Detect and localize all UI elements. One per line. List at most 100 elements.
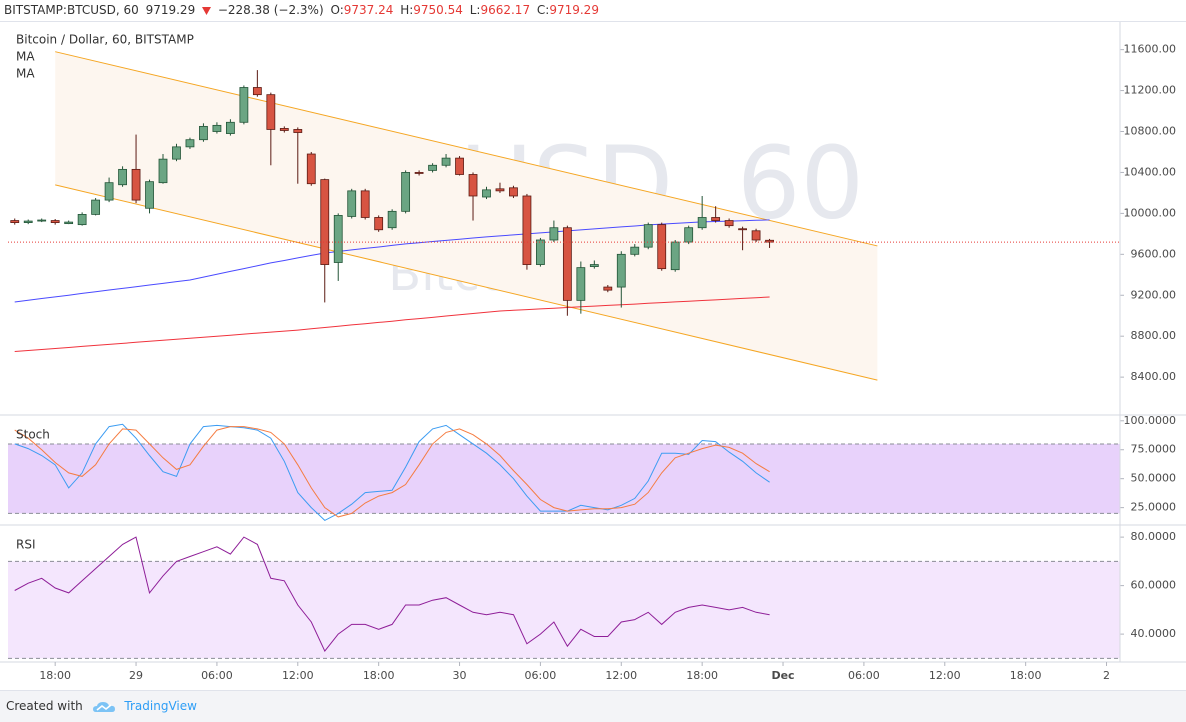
x-tick-label: 18:00 xyxy=(39,669,71,682)
candle-body xyxy=(509,187,518,197)
y-tick-label: 60.0000 xyxy=(1131,579,1177,592)
channel-line xyxy=(55,184,878,381)
ohlc-value: 9750.54 xyxy=(413,3,463,17)
logo xyxy=(92,701,115,712)
candle-body xyxy=(252,87,262,96)
candle-body xyxy=(711,217,721,221)
candle-body xyxy=(23,220,33,223)
candle-body xyxy=(91,199,101,215)
candle-body xyxy=(697,217,707,229)
x-tick-label: 06:00 xyxy=(525,669,557,682)
ohlc-label: O: xyxy=(330,3,344,17)
y-tick-label: 9600.00 xyxy=(1131,247,1177,260)
y-tick-label: 75.0000 xyxy=(1131,443,1177,456)
candle-body xyxy=(10,220,20,223)
candle-body xyxy=(306,153,316,185)
candle-body xyxy=(347,190,357,217)
x-tick-label: 30 xyxy=(453,669,467,682)
indicator-title: Stoch xyxy=(16,428,50,442)
y-tick-label: 11600.00 xyxy=(1124,43,1177,56)
candle-body xyxy=(239,87,249,123)
candle-body xyxy=(199,125,208,141)
candle-body xyxy=(684,227,694,243)
candle-body xyxy=(64,221,74,225)
candle-body xyxy=(751,230,761,241)
x-tick-label: 12:00 xyxy=(282,669,314,682)
x-tick-label: 12:00 xyxy=(605,669,637,682)
candle-body xyxy=(495,188,505,192)
x-tick-label: 12:00 xyxy=(929,669,961,682)
down-arrow xyxy=(202,6,212,15)
candle-body xyxy=(765,239,774,243)
candle-body xyxy=(738,228,747,231)
indicator-title: RSI xyxy=(16,538,36,552)
indicator-line xyxy=(14,423,770,522)
candle-body xyxy=(562,227,572,301)
x-tick-label: 18:00 xyxy=(363,669,395,682)
candle-body xyxy=(630,246,640,255)
candle-body xyxy=(414,172,424,174)
candle-body xyxy=(468,174,478,197)
candle-body xyxy=(118,168,127,186)
band-fill xyxy=(8,561,1120,659)
ohlc-value: 9737.24 xyxy=(343,3,394,17)
ohlc-label: C: xyxy=(536,3,550,17)
indicator-line xyxy=(14,536,770,653)
candle-body xyxy=(50,220,60,223)
y-tick-label: 10800.00 xyxy=(1124,125,1177,138)
candle-body xyxy=(441,157,451,166)
price-change: −228.38 (−2.3%) xyxy=(217,3,324,17)
legend-title: Bitcoin / Dollar, 60, BITSTAMP xyxy=(16,33,194,47)
candle-body xyxy=(320,179,330,265)
indicator-line xyxy=(14,426,770,518)
candle-body xyxy=(670,241,680,271)
candle-body xyxy=(279,128,289,131)
y-tick-label: 80.0000 xyxy=(1131,530,1177,543)
y-tick-label: 10000.00 xyxy=(1124,206,1177,219)
footer: Created with TradingView xyxy=(0,690,1186,722)
candle-body xyxy=(589,264,599,268)
candle-body xyxy=(401,172,411,212)
x-tick-label: 2 xyxy=(1103,669,1110,682)
y-tick-label: 50.0000 xyxy=(1131,472,1177,485)
ohlc-label: L: xyxy=(469,3,481,17)
legend-entry: MA xyxy=(16,67,35,81)
channel-fill xyxy=(55,51,878,381)
channel-line xyxy=(55,51,878,247)
legend-entry: MA xyxy=(16,50,35,64)
last-price: 9719.29 xyxy=(145,3,196,17)
candle-body xyxy=(536,239,545,265)
x-tick-label: Dec xyxy=(771,669,794,682)
y-tick-label: 9200.00 xyxy=(1131,288,1177,301)
brand[interactable]: TradingView xyxy=(124,699,197,713)
candle-body xyxy=(657,224,667,270)
x-tick-label: 18:00 xyxy=(686,669,718,682)
candle-body xyxy=(266,94,276,130)
candle-body xyxy=(131,168,141,201)
y-tick-label: 40.0000 xyxy=(1131,627,1177,640)
x-tick-label: 06:00 xyxy=(848,669,880,682)
candle-body xyxy=(212,124,222,132)
x-tick-label: 06:00 xyxy=(201,669,233,682)
candle-body xyxy=(104,182,114,201)
y-tick-label: 11200.00 xyxy=(1124,84,1177,97)
candle-body xyxy=(724,220,734,227)
candle-body xyxy=(603,286,613,291)
moving-average xyxy=(14,219,770,303)
y-tick-label: 8800.00 xyxy=(1131,329,1177,342)
y-tick-label: 10400.00 xyxy=(1124,165,1177,178)
moving-average xyxy=(14,296,770,352)
ohlc-value: 9662.17 xyxy=(480,3,531,17)
band-fill xyxy=(8,443,1120,514)
candle-body xyxy=(185,139,195,148)
symbol-header: BITSTAMP:BTCUSD, 60 9719.29 −228.38 (−2.… xyxy=(0,0,1186,22)
x-tick-label: 18:00 xyxy=(1010,669,1042,682)
candle-body xyxy=(455,157,464,175)
candle-body xyxy=(576,267,586,301)
candle-body xyxy=(293,129,303,133)
candle-body xyxy=(158,158,168,184)
candle-body xyxy=(616,253,626,288)
y-tick-label: 100.0000 xyxy=(1124,414,1177,427)
